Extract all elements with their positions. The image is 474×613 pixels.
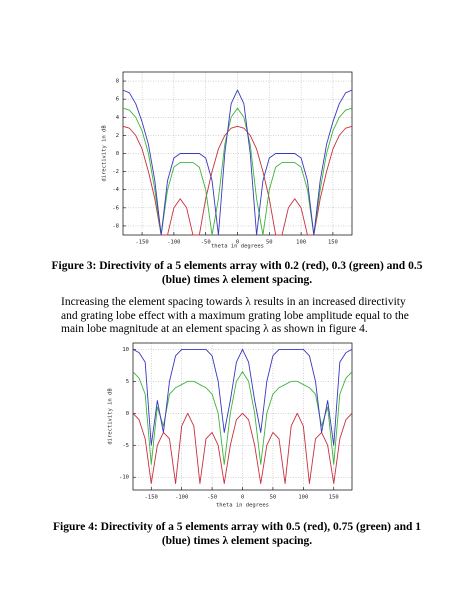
series-line xyxy=(132,348,353,446)
x-tick-label: 0 xyxy=(236,240,239,246)
plot-frame xyxy=(132,342,353,491)
y-tick-label: 10 xyxy=(122,347,129,353)
x-tick-label: 150 xyxy=(328,240,338,246)
y-tick-label: 0 xyxy=(126,411,129,417)
x-tick-label: -50 xyxy=(207,495,217,501)
series-line xyxy=(132,412,353,485)
plot-frame xyxy=(122,71,353,236)
x-tick-label: -50 xyxy=(201,240,211,246)
series-line xyxy=(132,371,353,465)
y-tick-label: -2 xyxy=(112,169,119,175)
x-tick-label: -100 xyxy=(167,240,180,246)
figure-caption: Figure 3: Directivity of a 5 elements ar… xyxy=(51,260,423,286)
figure-caption: Figure 4: Directivity of a 5 elements ar… xyxy=(52,521,422,547)
y-tick-label: 4 xyxy=(116,115,120,121)
y-tick-label: 0 xyxy=(116,151,119,157)
x-tick-label: 100 xyxy=(296,240,306,246)
x-tick-label: 100 xyxy=(298,495,308,501)
y-axis-label: directivity in dB xyxy=(102,125,108,182)
x-tick-label: -150 xyxy=(145,495,158,501)
y-tick-label: 8 xyxy=(116,79,119,85)
y-tick-label: -10 xyxy=(119,475,129,481)
y-tick-label: 2 xyxy=(116,133,119,139)
y-tick-label: 6 xyxy=(116,97,119,103)
y-tick-label: -6 xyxy=(112,205,119,211)
x-axis-label: theta in degrees xyxy=(211,244,264,250)
y-tick-label: 5 xyxy=(126,379,129,385)
x-tick-label: -100 xyxy=(175,495,188,501)
y-tick-label: -5 xyxy=(122,443,129,449)
x-tick-label: 150 xyxy=(329,495,339,501)
x-tick-label: -150 xyxy=(135,240,148,246)
paragraph: Increasing the element spacing towards λ… xyxy=(61,296,409,335)
x-tick-label: 0 xyxy=(241,495,244,501)
y-tick-label: -8 xyxy=(112,223,119,229)
series-line xyxy=(122,89,353,236)
y-tick-label: -4 xyxy=(112,187,119,193)
y-axis-label: directivity in dB xyxy=(108,388,114,445)
x-tick-label: 50 xyxy=(270,495,277,501)
x-tick-label: 50 xyxy=(266,240,273,246)
x-axis-label: theta in degrees xyxy=(216,503,269,509)
